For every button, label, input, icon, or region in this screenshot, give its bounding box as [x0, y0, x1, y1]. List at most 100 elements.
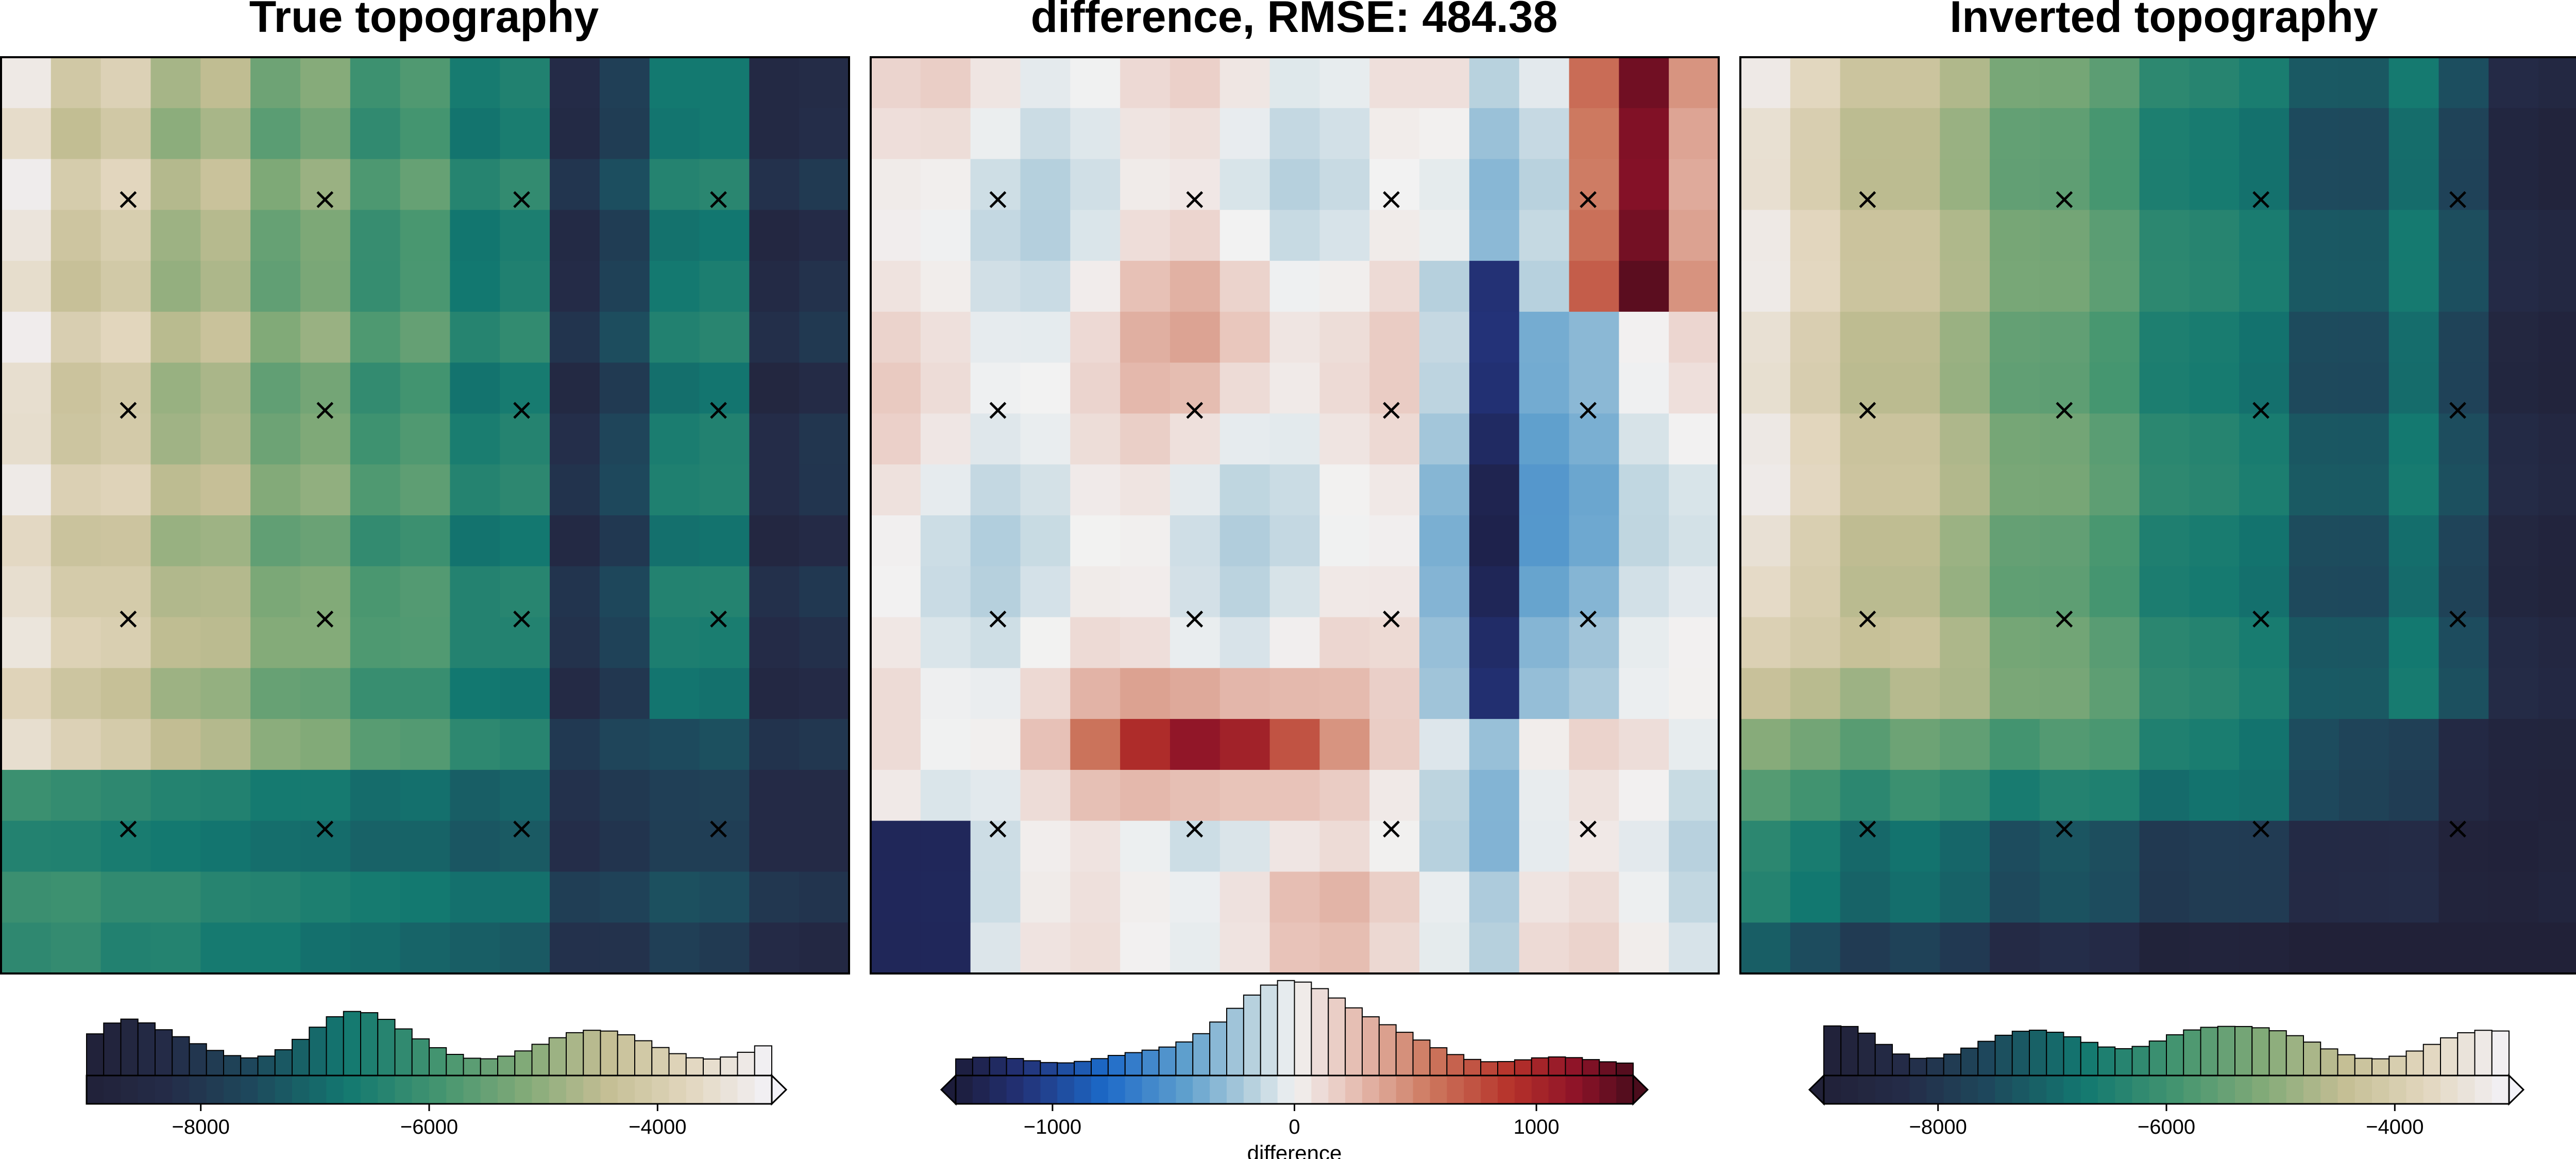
heatmap-cell — [2438, 820, 2489, 872]
heatmap-cell — [250, 922, 301, 974]
heatmap-cell — [1840, 617, 1891, 669]
heatmap-cell — [2338, 922, 2389, 974]
heatmap-cell — [749, 668, 800, 719]
heatmap-cell — [1020, 871, 1071, 923]
heatmap-cell — [871, 464, 921, 516]
heatmap-cell — [2388, 769, 2439, 821]
heatmap-cell — [1269, 57, 1320, 109]
heatmap-cell — [1219, 464, 1270, 516]
heatmap-cell — [2089, 362, 2140, 414]
colorbar-segment — [2286, 1076, 2304, 1104]
histogram-bar — [292, 1038, 310, 1076]
heatmap-cell — [150, 108, 201, 160]
heatmap-cell — [871, 871, 921, 923]
histogram-bar — [1531, 1057, 1549, 1076]
heatmap-cell — [50, 871, 101, 923]
heatmap-cell — [2538, 413, 2576, 465]
heatmap-cell — [1020, 719, 1071, 770]
heatmap-cell — [1940, 159, 1990, 211]
heatmap-cell — [250, 464, 301, 516]
heatmap-cell — [970, 108, 1021, 160]
heatmap-cell — [1940, 922, 1990, 974]
heatmap-cell — [1020, 668, 1071, 719]
heatmap-cell — [2289, 413, 2340, 465]
heatmap-cell — [2189, 668, 2240, 719]
heatmap-cell — [1519, 719, 1570, 770]
heatmap-cell — [1319, 922, 1370, 974]
heatmap-cell — [450, 210, 501, 261]
heatmap-cell — [400, 464, 451, 516]
heatmap-cell — [550, 719, 600, 770]
heatmap-cell — [699, 820, 750, 872]
station-marker: × — [706, 601, 731, 636]
heatmap-cell — [450, 871, 501, 923]
heatmap-cell — [2438, 719, 2489, 770]
heatmap-cell — [2139, 719, 2190, 770]
colorbar-ramp — [1824, 1076, 2510, 1104]
heatmap-cell — [1519, 515, 1570, 567]
heatmap-cell — [649, 261, 700, 312]
colorbar-segment — [1926, 1076, 1944, 1104]
colorbar-segment — [172, 1076, 190, 1104]
heatmap-cell — [2039, 311, 2090, 363]
colorbar-segment — [566, 1076, 584, 1104]
heatmap-cell — [2139, 464, 2190, 516]
station-marker: × — [2052, 811, 2077, 846]
heatmap-cell — [400, 820, 451, 872]
heatmap-cell — [1319, 210, 1370, 261]
heatmap-cell — [970, 464, 1021, 516]
histogram-bar — [240, 1057, 259, 1077]
heatmap-cell — [500, 922, 550, 974]
colorbar-segment — [1362, 1076, 1380, 1104]
heatmap-cell — [1790, 464, 1841, 516]
heatmap-cell — [2239, 668, 2290, 719]
heatmap-cell — [599, 515, 650, 567]
heatmap-cell — [749, 57, 800, 109]
heatmap-cell — [1419, 464, 1470, 516]
heatmap-cell — [2039, 769, 2090, 821]
colorbar-segment — [2320, 1076, 2338, 1104]
heatmap-cell — [1840, 464, 1891, 516]
histogram-bar — [955, 1058, 973, 1077]
colorbar-ticks: −8000 −6000 −4000 — [172, 1104, 686, 1138]
heatmap-cell — [1219, 719, 1270, 770]
station-marker: × — [986, 811, 1011, 846]
heatmap-cell — [500, 464, 550, 516]
heatmap-cell — [920, 362, 971, 414]
heatmap-cell — [2089, 311, 2140, 363]
heatmap-cell — [1070, 57, 1121, 109]
heatmap-cell — [1940, 719, 1990, 770]
heatmap-cell — [1419, 210, 1470, 261]
heatmap-cell — [2089, 413, 2140, 465]
histogram-bar — [1548, 1056, 1566, 1076]
heatmap-cell — [550, 566, 600, 618]
heatmap-cell — [1319, 57, 1370, 109]
heatmap-cell — [871, 108, 921, 160]
colorbar-segment — [1909, 1076, 1927, 1104]
heatmap-cell — [1020, 261, 1071, 312]
station-marker: × — [1379, 392, 1404, 427]
heatmap-cell — [2039, 261, 2090, 312]
station-marker: × — [1379, 811, 1404, 846]
heatmap-cell — [799, 566, 850, 618]
station-marker: × — [1182, 811, 1207, 846]
heatmap-cell — [2039, 566, 2090, 618]
histogram-bar — [137, 1022, 156, 1076]
heatmap-cell — [1840, 922, 1891, 974]
heatmap-cell — [1740, 108, 1791, 160]
heatmap-cell — [2189, 108, 2240, 160]
heatmap-cell — [2488, 769, 2539, 821]
heatmap-cell — [871, 210, 921, 261]
heatmap-cell — [1569, 922, 1620, 974]
heatmap-cell — [970, 668, 1021, 719]
colorbar-histogram — [1823, 1025, 2510, 1077]
heatmap-cell — [1419, 668, 1470, 719]
station-marker: × — [1182, 601, 1207, 636]
heatmap-cell — [350, 719, 401, 770]
heatmap-cell — [1419, 261, 1470, 312]
station-marker: × — [1855, 601, 1880, 636]
heatmap-cell — [400, 922, 451, 974]
heatmap-cell — [2438, 668, 2489, 719]
heatmap-cell — [1790, 871, 1841, 923]
